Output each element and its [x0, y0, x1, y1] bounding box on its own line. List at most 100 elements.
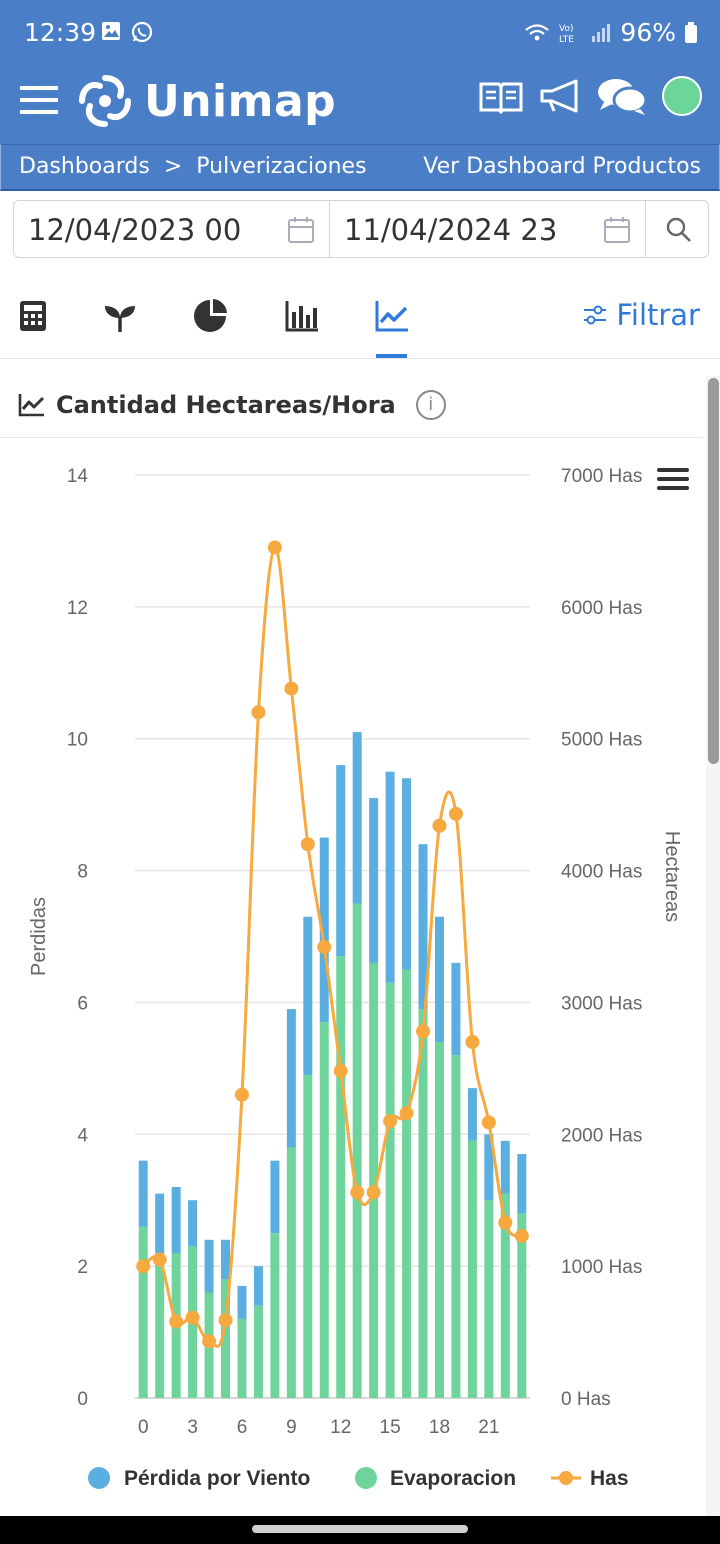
- has-point[interactable]: [202, 1334, 217, 1349]
- bar-perdida-viento[interactable]: [237, 1285, 247, 1319]
- bar-perdida-viento[interactable]: [155, 1193, 165, 1253]
- search-button[interactable]: [646, 201, 708, 257]
- bar-evaporacion[interactable]: [253, 1305, 263, 1398]
- breadcrumb-root[interactable]: Dashboards: [19, 154, 150, 179]
- bar-evaporacion[interactable]: [352, 903, 362, 1398]
- hamburger-menu-icon[interactable]: [20, 82, 58, 118]
- has-point[interactable]: [383, 1114, 398, 1129]
- has-point[interactable]: [136, 1259, 151, 1274]
- has-point[interactable]: [416, 1024, 431, 1039]
- app-logo[interactable]: Unimap: [76, 72, 336, 130]
- filter-button[interactable]: Filtrar: [582, 298, 700, 332]
- bar-evaporacion[interactable]: [451, 1055, 461, 1398]
- bar-perdida-viento[interactable]: [253, 1266, 263, 1306]
- has-point[interactable]: [218, 1313, 233, 1328]
- calendar-icon[interactable]: [603, 216, 631, 244]
- bar-perdida-viento[interactable]: [138, 1160, 148, 1227]
- calendar-icon[interactable]: [287, 216, 315, 244]
- has-point[interactable]: [448, 806, 463, 821]
- calculator-icon[interactable]: [16, 298, 52, 334]
- legend-item[interactable]: Pérdida por Viento: [88, 1467, 310, 1490]
- bar-perdida-viento[interactable]: [434, 916, 444, 1042]
- bar-evaporacion[interactable]: [303, 1074, 313, 1398]
- bar-perdida-viento[interactable]: [517, 1154, 527, 1214]
- legend-marker: [559, 1471, 573, 1485]
- bar-perdida-viento[interactable]: [171, 1187, 181, 1253]
- bar-evaporacion[interactable]: [418, 1009, 428, 1398]
- has-point[interactable]: [169, 1314, 184, 1329]
- bar-evaporacion[interactable]: [434, 1041, 444, 1398]
- home-gesture-pill[interactable]: [252, 1525, 468, 1533]
- bar-evaporacion[interactable]: [500, 1193, 510, 1398]
- has-point[interactable]: [350, 1185, 365, 1200]
- has-point[interactable]: [234, 1087, 249, 1102]
- user-status-avatar[interactable]: [662, 76, 702, 116]
- bar-evaporacion[interactable]: [484, 1200, 494, 1398]
- bar-perdida-viento[interactable]: [270, 1160, 280, 1234]
- bar-evaporacion[interactable]: [237, 1318, 247, 1398]
- bar-evaporacion[interactable]: [286, 1147, 296, 1398]
- status-time: 12:39: [24, 18, 97, 47]
- y-right-tick-label: 5000 Has: [561, 730, 642, 751]
- card-divider: [0, 437, 702, 438]
- bar-perdida-viento[interactable]: [319, 837, 329, 1023]
- has-point[interactable]: [481, 1115, 496, 1130]
- has-point[interactable]: [267, 540, 282, 555]
- bar-perdida-viento[interactable]: [286, 1009, 296, 1148]
- bar-perdida-viento[interactable]: [188, 1200, 198, 1247]
- info-icon[interactable]: i: [415, 390, 446, 420]
- date-to-field[interactable]: 11/04/2024 23: [330, 201, 646, 257]
- has-point[interactable]: [251, 705, 266, 720]
- has-point[interactable]: [333, 1063, 348, 1078]
- has-point[interactable]: [317, 940, 332, 955]
- book-icon[interactable]: [478, 78, 524, 114]
- bar-evaporacion[interactable]: [138, 1226, 148, 1398]
- has-point[interactable]: [399, 1106, 414, 1121]
- bar-evaporacion[interactable]: [517, 1213, 527, 1398]
- has-point[interactable]: [432, 818, 447, 833]
- bar-perdida-viento[interactable]: [352, 732, 362, 904]
- bar-evaporacion[interactable]: [319, 1022, 329, 1398]
- bar-perdida-viento[interactable]: [369, 798, 379, 963]
- has-point[interactable]: [185, 1310, 200, 1325]
- bar-perdida-viento[interactable]: [484, 1134, 494, 1201]
- bar-perdida-viento[interactable]: [303, 916, 313, 1075]
- scrollbar-thumb[interactable]: [708, 378, 719, 764]
- has-point[interactable]: [366, 1185, 381, 1200]
- bar-perdida-viento[interactable]: [402, 778, 412, 970]
- has-point[interactable]: [498, 1215, 513, 1230]
- bar-perdida-viento[interactable]: [204, 1239, 214, 1293]
- has-point[interactable]: [284, 681, 299, 696]
- bar-perdida-viento[interactable]: [221, 1239, 231, 1280]
- sprout-icon[interactable]: [102, 298, 138, 334]
- bar-perdida-viento[interactable]: [418, 844, 428, 1010]
- legend-item[interactable]: Evaporacion: [355, 1467, 516, 1490]
- bar-evaporacion[interactable]: [385, 982, 395, 1398]
- pie-chart-icon[interactable]: [192, 298, 228, 334]
- has-point[interactable]: [152, 1252, 167, 1267]
- bar-perdida-viento[interactable]: [467, 1088, 477, 1141]
- bar-perdida-viento[interactable]: [451, 962, 461, 1056]
- chart-menu-button[interactable]: [657, 468, 689, 490]
- bar-evaporacion[interactable]: [467, 1140, 477, 1398]
- has-point[interactable]: [300, 837, 315, 852]
- bar-evaporacion[interactable]: [270, 1233, 280, 1398]
- bar-evaporacion[interactable]: [369, 962, 379, 1398]
- bar-perdida-viento[interactable]: [385, 771, 395, 983]
- legend-item[interactable]: Has: [551, 1467, 629, 1490]
- chat-icon[interactable]: [596, 76, 648, 116]
- bar-evaporacion[interactable]: [336, 956, 346, 1398]
- bar-evaporacion[interactable]: [221, 1279, 231, 1398]
- bar-evaporacion[interactable]: [402, 969, 412, 1398]
- view-products-dashboard-link[interactable]: Ver Dashboard Productos: [423, 154, 701, 179]
- breadcrumb-current: Pulverizaciones: [196, 154, 367, 179]
- trend-chart-icon[interactable]: [374, 298, 410, 334]
- bar-perdida-viento[interactable]: [500, 1140, 510, 1194]
- megaphone-icon[interactable]: [538, 77, 582, 115]
- has-point[interactable]: [514, 1228, 529, 1243]
- bar-chart-icon[interactable]: [284, 298, 320, 334]
- bar-perdida-viento[interactable]: [336, 765, 346, 957]
- bar-evaporacion[interactable]: [155, 1252, 165, 1398]
- has-point[interactable]: [465, 1034, 480, 1049]
- date-from-field[interactable]: 12/04/2023 00: [14, 201, 330, 257]
